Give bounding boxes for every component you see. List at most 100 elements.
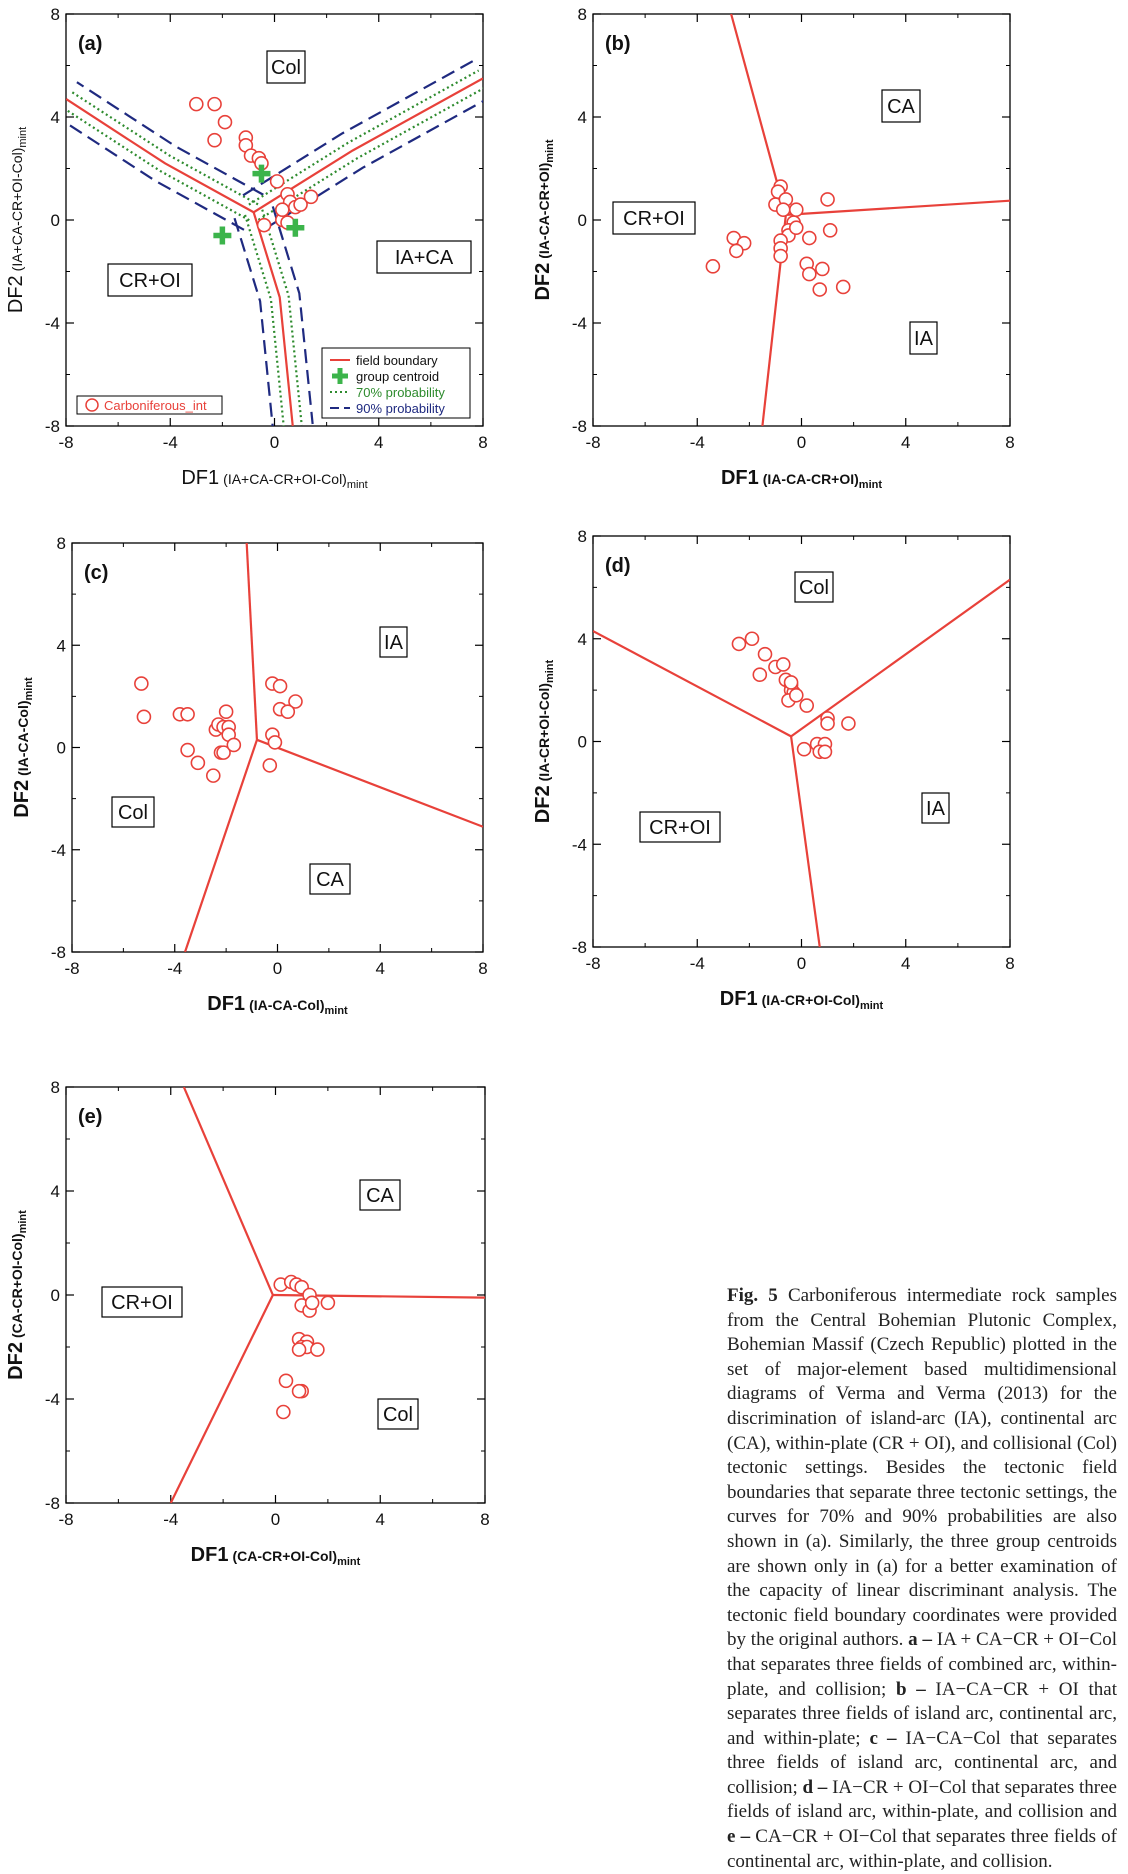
x-tick-label: -8 — [585, 433, 600, 452]
field-label: CR+OI — [111, 1292, 173, 1314]
x-tick-label: 8 — [1005, 954, 1014, 973]
field-label-box — [309, 863, 351, 895]
plot-area-b — [705, 14, 1010, 426]
data-point — [822, 223, 838, 238]
field-boundary-line — [790, 578, 1010, 738]
field-label: CR+OI — [623, 208, 685, 230]
field-label: CA — [366, 1185, 394, 1207]
y-tick-label: 8 — [57, 534, 66, 553]
y-tick-label: -4 — [51, 841, 66, 860]
data-point — [134, 676, 149, 691]
data-point — [815, 261, 830, 277]
y-tick-label: 0 — [51, 1286, 60, 1305]
x-tick-label: -8 — [64, 959, 79, 978]
probability-70-line — [66, 108, 250, 222]
probability-70-line — [70, 90, 259, 206]
field-label-box — [921, 792, 950, 824]
data-point — [788, 687, 804, 703]
field-boundary-line — [785, 199, 1010, 216]
data-point — [705, 259, 721, 274]
y-tick-label: -4 — [45, 314, 60, 333]
field-label-box — [794, 571, 834, 603]
data-point — [788, 220, 804, 236]
caption-item-d-key: d – — [802, 1776, 828, 1798]
x-axis-label: DF1 (IA-CR+OI-Col)mint — [720, 988, 884, 1012]
data-point — [799, 698, 815, 713]
field-label: IA — [926, 798, 946, 820]
data-point — [205, 768, 221, 783]
plot-area-d — [593, 578, 1010, 947]
data-point — [136, 709, 152, 725]
probability-90-line — [271, 206, 314, 425]
data-point — [817, 744, 833, 760]
caption-item-e-key: e – — [727, 1826, 751, 1848]
x-tick-label: -4 — [163, 433, 178, 452]
field-label: CA — [887, 96, 915, 118]
y-tick-label: 4 — [57, 636, 66, 655]
y-tick-label: 4 — [578, 630, 587, 649]
field-label: CA — [316, 869, 344, 891]
data-point — [802, 230, 817, 246]
field-boundary-line — [256, 738, 483, 828]
data-point — [293, 197, 308, 212]
legend-entry-label: 90% probability — [356, 401, 445, 416]
x-tick-label: 8 — [1005, 433, 1014, 452]
x-tick-label: -4 — [690, 954, 705, 973]
y-tick-label: -4 — [572, 835, 587, 854]
field-boundary-line — [183, 739, 258, 952]
field-label: IA — [384, 632, 404, 654]
y-tick-label: -4 — [45, 1390, 60, 1409]
y-tick-label: 4 — [51, 1182, 60, 1201]
field-label-box — [379, 626, 408, 658]
data-point — [775, 202, 791, 217]
x-tick-label: -8 — [58, 1510, 73, 1529]
caption-body: Carboniferous intermediate rock samples … — [727, 1285, 1118, 1651]
y-axis-label: DF2(CA-CR+OI-Col)mint — [5, 1210, 29, 1380]
data-point — [729, 243, 744, 259]
chart-panel-b: -8-8 -4 -4 0 0 4 4 8 8 CA CR+OI IA (b) DF1 (IA-CA-CR+O… — [532, 5, 1015, 491]
field-boundary-line — [169, 1294, 274, 1503]
caption-item-a-key: a – — [908, 1629, 932, 1651]
inline-legend-marker — [85, 398, 99, 412]
probability-70-line — [261, 209, 303, 426]
data-point — [189, 96, 204, 112]
chart-panel-a: -8-8 -4 -4 0 0 4 4 8 8 Col IA+CA CR+OI (a) DF1 (IA+CA-… — [5, 5, 488, 491]
y-tick-label: 8 — [578, 527, 587, 546]
caption-item-e: CA−CR + OI−Col that separates three fiel… — [727, 1826, 1117, 1872]
probability-90-line — [66, 121, 245, 231]
field-label: Col — [271, 57, 301, 79]
y-tick-label: 0 — [578, 733, 587, 752]
y-tick-label: 8 — [51, 1078, 60, 1097]
inline-legend-label: Carboniferous_int — [104, 398, 207, 413]
field-boundary-line — [252, 211, 294, 426]
x-axis-label: DF1 (IA+CA-CR+OI-Col)mint — [181, 467, 367, 491]
field-label-box — [639, 811, 721, 843]
field-label-box — [909, 321, 938, 355]
y-tick-label: -8 — [572, 938, 587, 957]
y-tick-label: -8 — [45, 1494, 60, 1513]
field-label-box — [111, 796, 155, 828]
data-point — [303, 189, 319, 205]
data-point — [820, 192, 835, 207]
y-tick-label: 0 — [51, 211, 60, 230]
x-axis-label: DF1 (IA-CA-Col)mint — [207, 993, 348, 1017]
data-point — [275, 202, 290, 217]
field-boundary-line — [66, 98, 255, 214]
y-tick-label: 0 — [57, 739, 66, 758]
plot-area-e — [169, 1087, 485, 1503]
data-point — [744, 631, 760, 647]
data-point — [320, 1295, 336, 1311]
probability-70-line — [248, 69, 480, 206]
field-label: IA — [914, 328, 934, 350]
data-point — [216, 745, 231, 760]
data-point — [262, 758, 278, 773]
group-centroid-marker — [286, 218, 305, 237]
field-label: Col — [799, 577, 829, 599]
x-tick-label: 0 — [271, 1510, 280, 1529]
data-point — [256, 217, 272, 233]
x-tick-label: -8 — [585, 954, 600, 973]
x-tick-label: 4 — [374, 433, 383, 452]
x-tick-label: -4 — [167, 959, 182, 978]
field-boundary-line — [182, 1087, 274, 1296]
y-tick-label: -8 — [45, 417, 60, 436]
